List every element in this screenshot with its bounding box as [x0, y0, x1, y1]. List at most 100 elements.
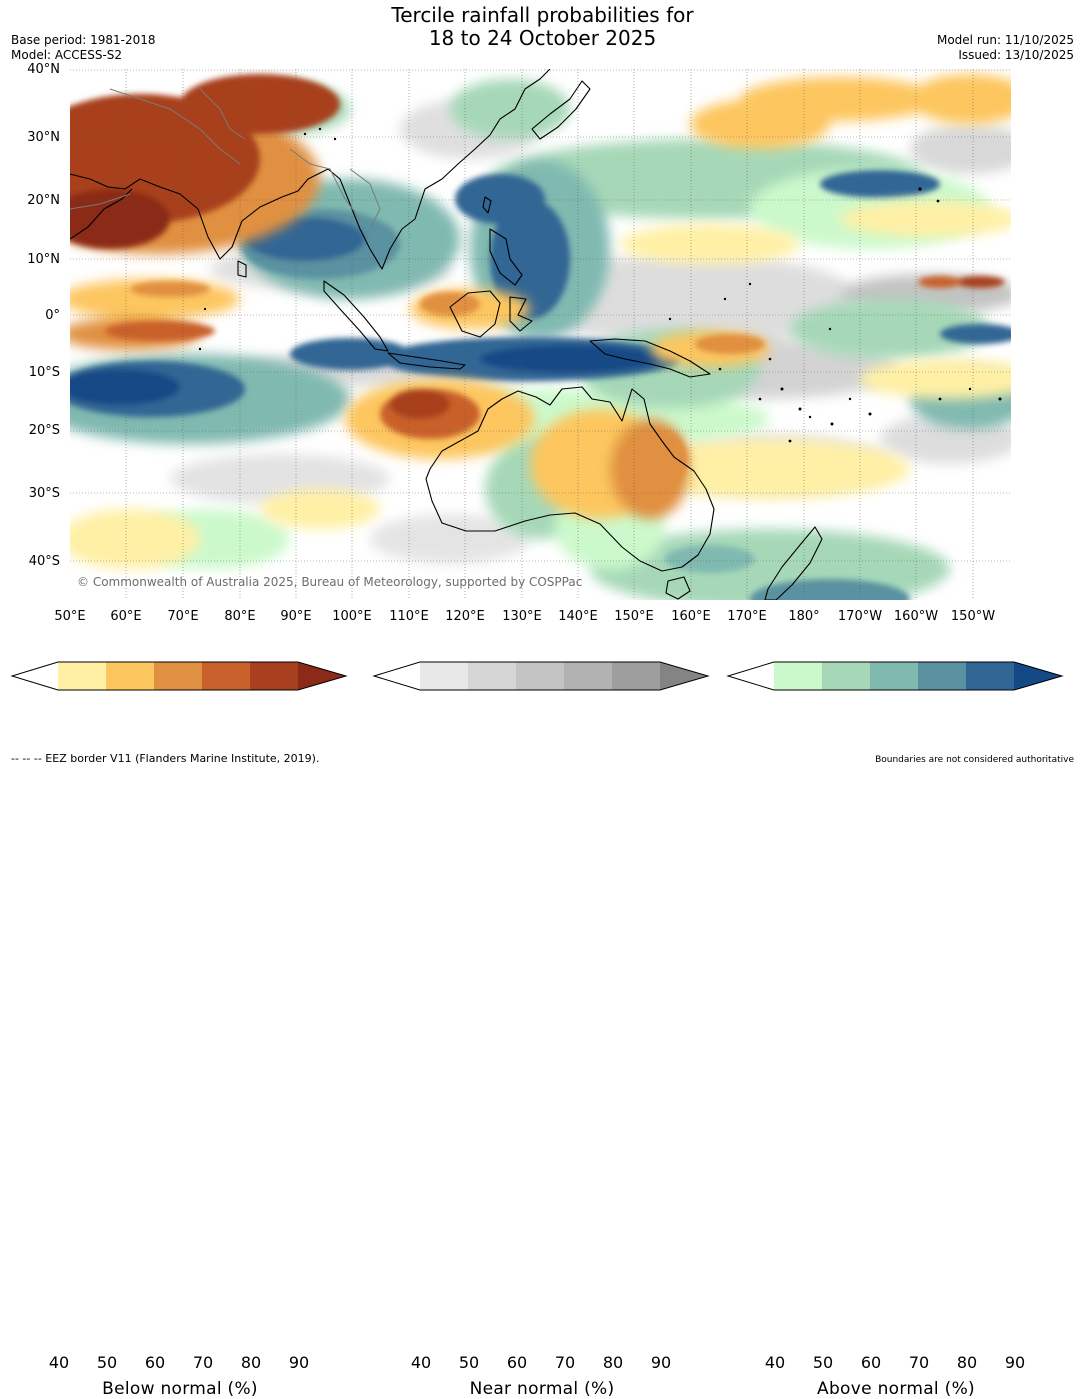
tick-near-40: 40 [410, 1353, 432, 1372]
colorbar-swatch-below-3 [154, 662, 202, 690]
tick-above-40: 40 [764, 1353, 786, 1372]
colorbar-swatch-near-6 [660, 662, 708, 690]
lat-label-10n: 10°N [27, 252, 60, 267]
sulawesi-coast [509, 296, 533, 332]
colorbar-swatch-near-1 [420, 662, 468, 690]
tick-near-50: 50 [458, 1353, 480, 1372]
tick-near-80: 80 [602, 1353, 624, 1372]
boundaries-disclaimer: Boundaries are not considered authoritat… [875, 755, 1074, 765]
philippines-coast [489, 228, 523, 286]
lon-label-160w: 160°W [893, 609, 939, 624]
lon-label-150e: 150°E [614, 609, 654, 624]
base-period-label: Base period: 1981-2018 [11, 33, 156, 47]
sumatra-coast [323, 280, 389, 352]
lon-label-60e: 60°E [110, 609, 142, 624]
tasmania-coast [665, 576, 691, 600]
java-coast [387, 352, 466, 370]
legend-below-normal: 40 50 60 70 80 90 Below normal (%) [10, 660, 350, 1399]
legend-title-above: Above normal (%) [817, 1379, 975, 1399]
lon-label-180: 180° [788, 609, 820, 624]
eez-border-note: -- -- -- EEZ border V11 (Flanders Marine… [11, 752, 320, 765]
colorbar-swatch-above-5 [966, 662, 1014, 690]
japan-coast [531, 80, 591, 140]
new-zealand-coast [764, 526, 823, 600]
tick-below-60: 60 [144, 1353, 166, 1372]
title-line-2: 18 to 24 October 2025 [428, 26, 657, 50]
copyright-notice: © Commonwealth of Australia 2025, Bureau… [77, 575, 583, 589]
tick-above-80: 80 [956, 1353, 978, 1372]
tick-above-90: 90 [1004, 1353, 1026, 1372]
colorbar-swatch-above-6 [1014, 662, 1062, 690]
model-run-label: Model run: 11/10/2025 [936, 33, 1074, 47]
graticule [70, 69, 1011, 600]
legend-title-below: Below normal (%) [102, 1379, 258, 1399]
colorbar-swatch-below-0 [12, 662, 58, 690]
legend-near-normal: 40 50 60 70 80 90 Near normal (%) [372, 660, 712, 1399]
tick-below-40: 40 [48, 1353, 70, 1372]
colorbar-swatch-below-4 [202, 662, 250, 690]
colorbar-above-normal [726, 661, 1064, 691]
colorbar-below-normal [10, 661, 348, 691]
legend-above-normal: 40 50 60 70 80 90 Above normal (%) [726, 660, 1066, 1399]
lon-label-50e: 50°E [54, 609, 86, 624]
tick-below-80: 80 [240, 1353, 262, 1372]
rainfall-map [70, 69, 1011, 600]
lon-label-130e: 130°E [502, 609, 542, 624]
lat-label-40s: 40°S [28, 554, 60, 569]
colorbar-swatch-above-1 [774, 662, 822, 690]
tick-above-60: 60 [860, 1353, 882, 1372]
colorbar-swatch-near-4 [564, 662, 612, 690]
title-line-1: Tercile rainfall probabilities for [391, 3, 694, 27]
lat-label-30n: 30°N [27, 130, 60, 145]
colorbar-swatch-near-0 [374, 662, 420, 690]
map-title: Tercile rainfall probabilities for 18 to… [0, 4, 1085, 50]
asia-coast [70, 69, 551, 270]
tick-near-60: 60 [506, 1353, 528, 1372]
colorbar-swatch-near-5 [612, 662, 660, 690]
colorbar-swatch-above-4 [918, 662, 966, 690]
country-borders [70, 88, 381, 230]
australia-coast [425, 386, 715, 572]
tick-near-90: 90 [650, 1353, 672, 1372]
lat-label-20s: 20°S [28, 423, 60, 438]
borneo-coast [449, 290, 501, 338]
tick-below-50: 50 [96, 1353, 118, 1372]
lon-label-90e: 90°E [280, 609, 312, 624]
lat-label-30s: 30°S [28, 486, 60, 501]
lat-label-40n: 40°N [27, 62, 60, 77]
lon-label-100e: 100°E [332, 609, 372, 624]
model-label: Model: ACCESS-S2 [11, 48, 123, 62]
pacific-islands [198, 127, 1002, 443]
sri-lanka-coast [237, 260, 247, 278]
colorbar-swatch-below-2 [106, 662, 154, 690]
lat-label-0: 0° [45, 308, 60, 323]
tick-above-50: 50 [812, 1353, 834, 1372]
probability-field [70, 74, 1011, 600]
lon-label-160e: 160°E [671, 609, 711, 624]
legend-title-near: Near normal (%) [469, 1379, 615, 1399]
lon-label-150w: 150°W [950, 609, 996, 624]
meta-left: Base period: 1981-2018 Model: ACCESS-S2 [11, 33, 156, 63]
coastlines [70, 69, 823, 600]
lon-label-110e: 110°E [389, 609, 429, 624]
tick-below-90: 90 [288, 1353, 310, 1372]
tick-below-70: 70 [192, 1353, 214, 1372]
colorbar-swatch-above-0 [728, 662, 774, 690]
lon-label-170w: 170°W [837, 609, 883, 624]
colorbar-swatch-below-5 [250, 662, 298, 690]
meta-right: Model run: 11/10/2025 Issued: 13/10/2025 [937, 33, 1074, 63]
lon-label-170e: 170°E [727, 609, 767, 624]
taiwan-coast [482, 196, 492, 214]
lat-label-20n: 20°N [27, 193, 60, 208]
lon-label-70e: 70°E [167, 609, 199, 624]
new-guinea-coast [589, 338, 711, 378]
colorbar-swatch-near-3 [516, 662, 564, 690]
colorbar-swatch-above-2 [822, 662, 870, 690]
issued-label: Issued: 13/10/2025 [958, 48, 1074, 62]
lon-label-120e: 120°E [445, 609, 485, 624]
colorbar-near-normal [372, 661, 710, 691]
colorbar-swatch-above-3 [870, 662, 918, 690]
colorbar-swatch-below-6 [298, 662, 346, 690]
lon-label-80e: 80°E [224, 609, 256, 624]
lat-label-10s: 10°S [28, 365, 60, 380]
